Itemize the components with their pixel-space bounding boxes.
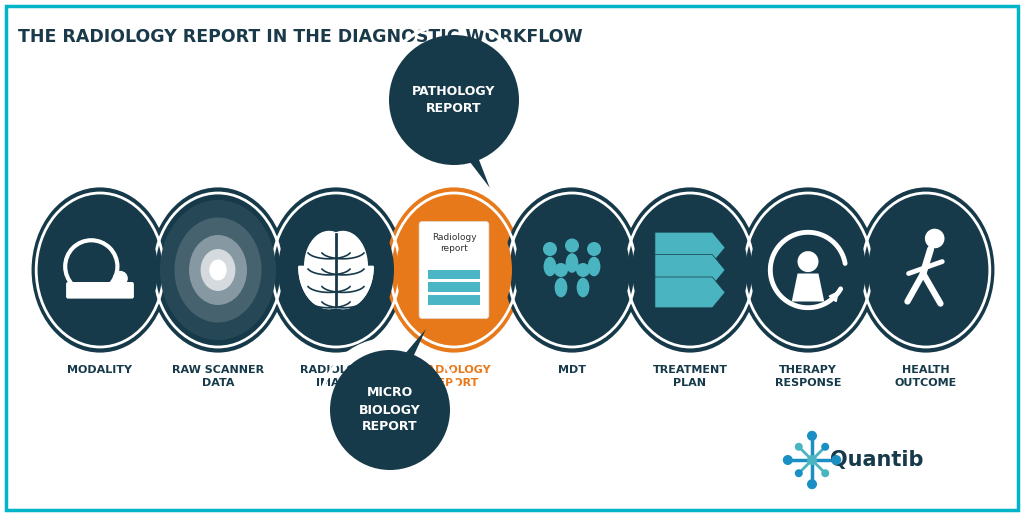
Polygon shape [299, 266, 359, 309]
Ellipse shape [174, 218, 261, 322]
Ellipse shape [160, 200, 276, 340]
Circle shape [795, 443, 803, 451]
Ellipse shape [504, 187, 640, 352]
Ellipse shape [565, 253, 579, 273]
Circle shape [565, 238, 579, 252]
Polygon shape [312, 266, 373, 309]
Circle shape [554, 263, 568, 277]
Polygon shape [123, 247, 189, 294]
Ellipse shape [622, 187, 759, 352]
Ellipse shape [868, 200, 984, 340]
Ellipse shape [267, 187, 404, 352]
Polygon shape [477, 247, 544, 294]
Polygon shape [595, 247, 662, 294]
Polygon shape [655, 232, 725, 263]
Circle shape [807, 455, 817, 465]
Polygon shape [830, 247, 898, 294]
Text: PATHOLOGY
REPORT: PATHOLOGY REPORT [413, 85, 496, 115]
Polygon shape [655, 254, 725, 285]
Text: HEALTH
OUTCOME: HEALTH OUTCOME [895, 365, 957, 388]
Ellipse shape [632, 200, 748, 340]
Circle shape [113, 271, 128, 286]
Ellipse shape [189, 235, 247, 305]
Text: Quantib: Quantib [830, 450, 924, 470]
Circle shape [587, 242, 601, 256]
FancyBboxPatch shape [428, 270, 480, 280]
Circle shape [925, 229, 944, 248]
Text: THERAPY
RESPONSE: THERAPY RESPONSE [775, 365, 842, 388]
Ellipse shape [209, 260, 226, 281]
Ellipse shape [278, 200, 394, 340]
Circle shape [330, 350, 450, 470]
Polygon shape [359, 247, 426, 294]
Ellipse shape [544, 256, 556, 276]
Ellipse shape [514, 200, 630, 340]
Circle shape [821, 469, 829, 477]
Ellipse shape [739, 187, 877, 352]
Circle shape [543, 242, 557, 256]
Circle shape [807, 431, 817, 441]
Text: RADIOLOGY
IMAGE: RADIOLOGY IMAGE [300, 365, 373, 388]
Ellipse shape [750, 200, 866, 340]
Circle shape [577, 263, 590, 277]
Circle shape [782, 455, 793, 465]
Circle shape [831, 455, 841, 465]
Ellipse shape [396, 200, 512, 340]
Ellipse shape [857, 187, 994, 352]
Ellipse shape [150, 187, 287, 352]
Ellipse shape [386, 187, 522, 352]
Text: THE RADIOLOGY REPORT IN THE DIAGNOSTIC WORKFLOW: THE RADIOLOGY REPORT IN THE DIAGNOSTIC W… [18, 28, 583, 46]
Polygon shape [458, 146, 489, 188]
Text: MODALITY: MODALITY [68, 365, 132, 375]
Text: RADIOLOGY
REPORT: RADIOLOGY REPORT [418, 365, 490, 388]
Ellipse shape [588, 256, 600, 276]
Ellipse shape [160, 200, 276, 340]
Circle shape [807, 479, 817, 489]
Text: MDT: MDT [558, 365, 586, 375]
Ellipse shape [42, 200, 158, 340]
Text: TREATMENT
PLAN: TREATMENT PLAN [652, 365, 727, 388]
Text: RAW SCANNER
DATA: RAW SCANNER DATA [172, 365, 264, 388]
Text: Radiology
report: Radiology report [432, 233, 476, 253]
Polygon shape [792, 273, 824, 301]
Polygon shape [393, 329, 426, 368]
Polygon shape [713, 247, 780, 294]
Polygon shape [655, 277, 725, 308]
Polygon shape [241, 247, 308, 294]
FancyBboxPatch shape [419, 221, 488, 318]
Circle shape [821, 443, 829, 451]
Circle shape [798, 251, 818, 272]
Polygon shape [299, 232, 359, 309]
Ellipse shape [555, 278, 567, 297]
Ellipse shape [577, 278, 590, 297]
Ellipse shape [201, 249, 236, 291]
Text: MICRO
BIOLOGY
REPORT: MICRO BIOLOGY REPORT [359, 386, 421, 433]
Ellipse shape [32, 187, 168, 352]
Circle shape [389, 35, 519, 165]
FancyBboxPatch shape [428, 295, 480, 305]
FancyBboxPatch shape [67, 282, 134, 299]
FancyBboxPatch shape [428, 282, 480, 292]
Circle shape [795, 469, 803, 477]
Polygon shape [312, 232, 373, 309]
